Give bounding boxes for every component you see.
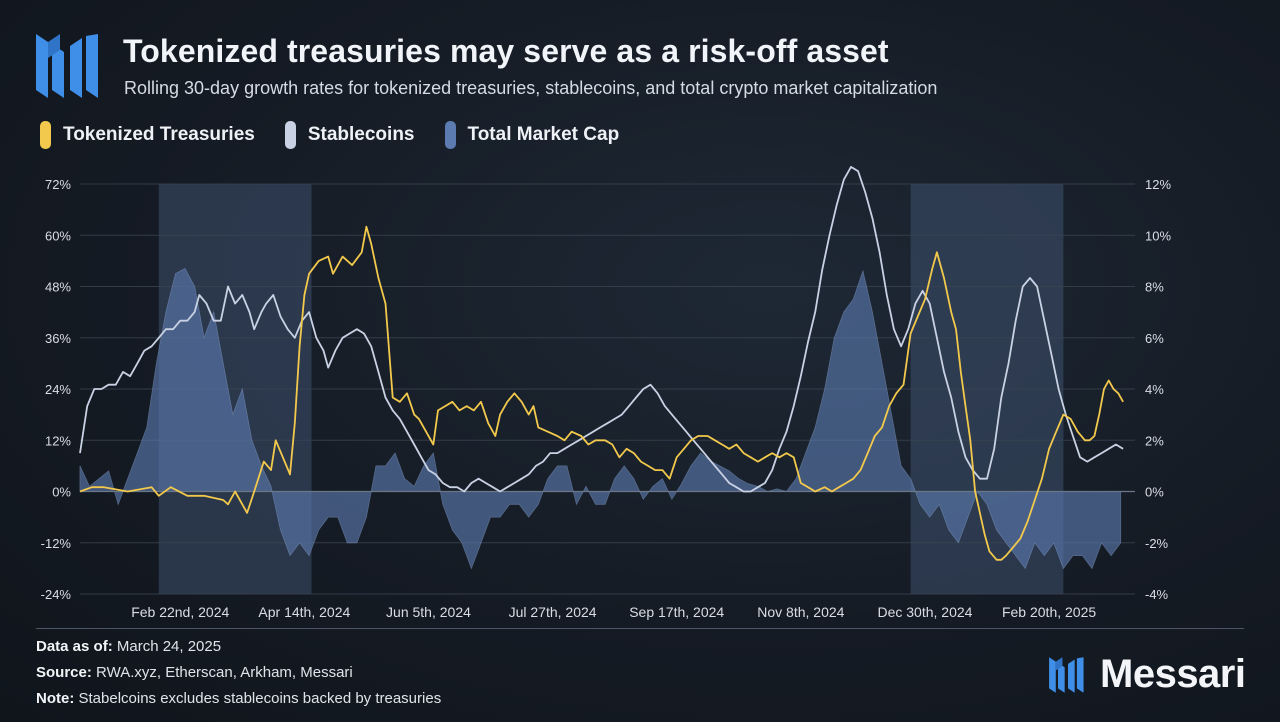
x-tick-label: Dec 30th, 2024 xyxy=(877,604,972,620)
y-left-tick-label: -24% xyxy=(41,587,72,602)
footer-source: Source: RWA.xyz, Etherscan, Arkham, Mess… xyxy=(36,664,353,681)
legend-label-tokenized: Tokenized Treasuries xyxy=(63,124,255,145)
y-right-tick-label: 8% xyxy=(1145,280,1164,295)
page-title: Tokenized treasuries may serve as a risk… xyxy=(123,33,889,69)
messari-logo-icon xyxy=(36,34,98,98)
legend-label-marketcap: Total Market Cap xyxy=(467,124,620,145)
legend-swatch-marketcap xyxy=(444,121,456,149)
brand-name: Messari xyxy=(1100,652,1246,696)
y-right-tick-label: 12% xyxy=(1145,177,1171,192)
y-right-tick-label: 0% xyxy=(1145,485,1164,500)
legend-item-tokenized: Tokenized Treasuries xyxy=(40,121,255,149)
y-right-tick-label: 6% xyxy=(1145,331,1164,346)
y-right-tick-label: -4% xyxy=(1145,587,1169,602)
x-tick-label: Jul 27th, 2024 xyxy=(509,604,597,620)
y-right-tick-label: 10% xyxy=(1145,228,1171,243)
y-left-tick-label: 24% xyxy=(45,382,71,397)
brand: Messari xyxy=(1048,652,1246,697)
y-right-tick-label: -2% xyxy=(1145,536,1169,551)
y-right-tick-label: 2% xyxy=(1145,433,1164,448)
footer-data-as-of: Data as of: March 24, 2025 xyxy=(36,638,222,655)
legend-swatch-stablecoins xyxy=(284,121,296,149)
brand-logo-icon xyxy=(1049,656,1084,693)
series-tokenized-treasuries xyxy=(79,225,1124,561)
y-left-tick-label: 60% xyxy=(45,228,71,243)
x-tick-label: Feb 22nd, 2024 xyxy=(131,604,229,620)
chart-legend: Tokenized Treasuries Stablecoins Total M… xyxy=(40,120,649,150)
x-tick-label: Apr 14th, 2024 xyxy=(258,604,350,620)
legend-label-stablecoins: Stablecoins xyxy=(307,124,415,145)
y-left-tick-label: 72% xyxy=(45,177,71,192)
x-tick-label: Feb 20th, 2025 xyxy=(1002,604,1096,620)
y-left-tick-label: 48% xyxy=(45,280,71,295)
footer-note: Note: Stabelcoins excludes stablecoins b… xyxy=(36,690,442,707)
x-tick-label: Jun 5th, 2024 xyxy=(386,604,471,620)
page-subtitle: Rolling 30-day growth rates for tokenize… xyxy=(124,78,938,98)
x-tick-label: Nov 8th, 2024 xyxy=(757,604,844,620)
series-stablecoins xyxy=(79,166,1124,493)
y-left-tick-label: 36% xyxy=(45,331,71,346)
y-left-tick-label: 0% xyxy=(52,485,71,500)
chart-area: 72% 60% 48% 36% 24% 12% 0% -12% -24% 12% 10% 8% 6% 4%… xyxy=(41,166,1171,620)
y-right-tick-label: 4% xyxy=(1145,382,1164,397)
legend-item-stablecoins: Stablecoins xyxy=(284,121,415,149)
footer-divider xyxy=(36,628,1244,629)
x-tick-label: Sep 17th, 2024 xyxy=(629,604,724,620)
series-total-market-cap xyxy=(79,268,1122,570)
y-left-tick-label: -12% xyxy=(41,536,72,551)
legend-swatch-tokenized xyxy=(40,121,51,149)
legend-item-marketcap: Total Market Cap xyxy=(444,121,620,149)
y-left-tick-label: 12% xyxy=(45,433,71,448)
